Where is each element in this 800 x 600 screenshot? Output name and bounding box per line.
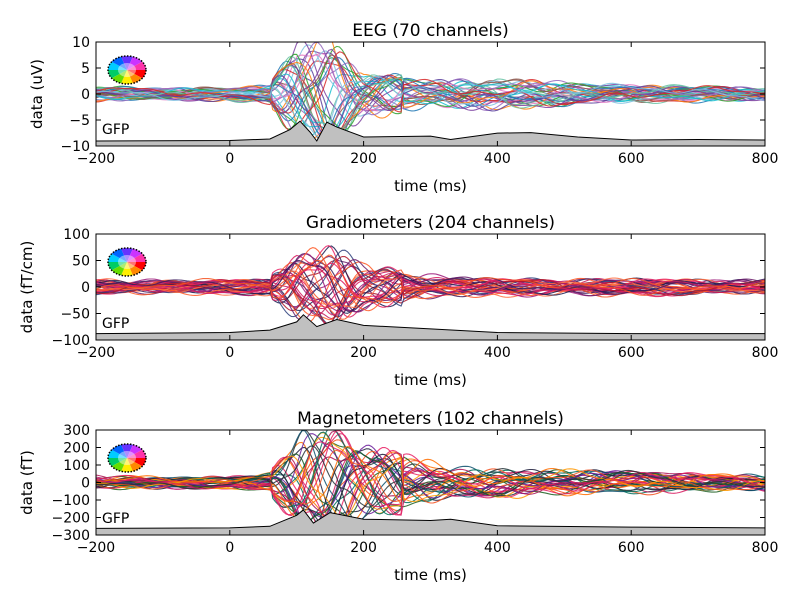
y-tick-label: 10: [72, 35, 90, 51]
y-tick-label: 100: [63, 458, 90, 474]
y-tick-label: 0: [81, 87, 90, 103]
x-axis-label: time (ms): [394, 177, 467, 195]
sensor-layout-icon: [107, 55, 147, 85]
x-axis-label: time (ms): [394, 566, 467, 584]
channel-trace: [96, 268, 765, 325]
channel-trace: [96, 259, 765, 321]
x-tick-label: 800: [752, 151, 779, 167]
x-tick-label: 0: [225, 540, 234, 556]
y-axis-label: data (fT): [18, 450, 36, 515]
plot-area: [96, 244, 765, 340]
channel-trace: [96, 249, 765, 318]
x-tick-label: 600: [618, 345, 645, 361]
gfp-label: GFP: [102, 511, 129, 527]
channel-trace: [96, 455, 765, 520]
channel-trace: [96, 74, 765, 144]
channel-trace: [96, 445, 765, 518]
channel-trace: [96, 65, 765, 130]
gfp-area: [96, 120, 765, 146]
channel-trace: [96, 72, 765, 143]
gfp-area: [96, 509, 765, 535]
y-tick-label: 5: [81, 61, 90, 77]
y-tick-label: 100: [63, 227, 90, 243]
channel-trace: [96, 274, 765, 310]
x-tick-label: 600: [618, 540, 645, 556]
channel-trace: [96, 73, 765, 129]
sensor-layout-icon: [107, 443, 147, 473]
x-axis-label: time (ms): [394, 371, 467, 389]
channel-trace: [96, 449, 765, 505]
x-tick-label: 800: [752, 345, 779, 361]
y-tick-label: −200: [52, 511, 90, 527]
y-tick-label: −10: [60, 139, 90, 155]
x-tick-label: 0: [225, 345, 234, 361]
channel-trace: [96, 75, 765, 139]
x-tick-label: 400: [484, 540, 511, 556]
channel-trace: [96, 445, 765, 508]
y-axis-label: data (fT/cm): [18, 241, 36, 334]
channel-trace: [96, 51, 765, 133]
x-tick-label: 400: [484, 151, 511, 167]
channel-trace: [96, 452, 765, 529]
x-tick-label: 200: [350, 151, 377, 167]
channel-trace: [96, 430, 765, 516]
channel-trace: [96, 254, 765, 304]
x-tick-label: −200: [77, 151, 115, 167]
chart-title: EEG (70 channels): [352, 21, 509, 41]
y-tick-label: −50: [60, 307, 90, 323]
x-tick-label: 200: [350, 345, 377, 361]
x-tick-label: 600: [618, 151, 645, 167]
x-tick-label: 400: [484, 345, 511, 361]
chart-title: Gradiometers (204 channels): [306, 213, 555, 233]
channel-trace: [96, 54, 765, 114]
y-tick-label: 0: [81, 476, 90, 492]
channel-trace: [96, 272, 765, 316]
y-tick-label: −100: [52, 493, 90, 509]
panel-2: −100 −50 0 50 100 −200 0 200 400 600 800 Gradiomete…: [18, 213, 778, 389]
channel-trace: [96, 259, 765, 313]
channel-trace: [96, 450, 765, 526]
gfp-area: [96, 314, 765, 340]
panel-1: −10 −5 0 5 10 −200 0 200 400 600 800 EEG (70 channe…: [28, 21, 778, 195]
y-tick-label: −100: [52, 333, 90, 349]
y-tick-label: 50: [72, 254, 90, 270]
y-tick-label: −300: [52, 528, 90, 544]
channel-trace: [96, 450, 765, 531]
gfp-label: GFP: [102, 316, 129, 332]
y-tick-label: 0: [81, 280, 90, 296]
y-axis-label: data (uV): [28, 59, 46, 129]
sensor-layout-icon: [107, 247, 147, 277]
x-tick-label: 200: [350, 540, 377, 556]
channel-trace: [96, 271, 765, 312]
x-tick-label: 0: [225, 151, 234, 167]
y-tick-label: 200: [63, 441, 90, 457]
chart-title: Magnetometers (102 channels): [297, 409, 564, 429]
y-tick-label: 300: [63, 423, 90, 439]
channel-trace: [96, 441, 765, 508]
x-tick-label: 800: [752, 540, 779, 556]
plot-area: [96, 42, 765, 146]
gfp-label: GFP: [102, 122, 129, 138]
plot-area: [96, 430, 765, 535]
x-tick-label: −200: [77, 540, 115, 556]
y-tick-label: −5: [69, 113, 90, 129]
x-tick-label: −200: [77, 345, 115, 361]
